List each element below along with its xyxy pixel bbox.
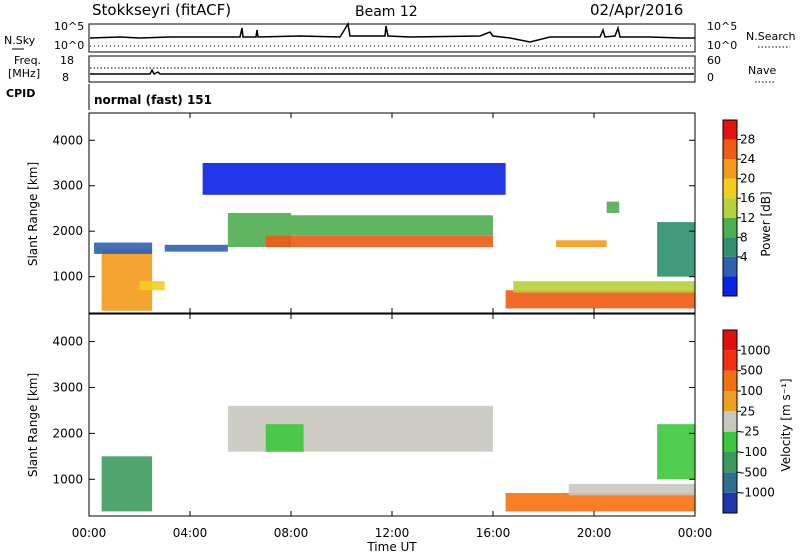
power-colorbar-segment xyxy=(723,139,737,160)
power-colorbar-tick-label: 4 xyxy=(740,250,748,264)
velocity-colorbar-label: Velocity [m s⁻¹] xyxy=(779,378,793,471)
velocity-ylabel: Slant Range [km] xyxy=(26,373,40,477)
power-colorbar-label: Power [dB] xyxy=(759,191,773,256)
freq-trace xyxy=(90,68,694,76)
x-tick-label: 16:00 xyxy=(476,526,511,540)
cpid-label: CPID xyxy=(6,87,35,100)
power-y-tick-label: 3000 xyxy=(52,179,83,193)
power-feature-11 xyxy=(657,222,695,277)
power-colorbar-segment xyxy=(723,217,737,238)
velocity-feature-5 xyxy=(657,424,695,480)
power-ylabel: Slant Range [km] xyxy=(26,162,40,266)
velocity-colorbar-segment xyxy=(723,431,737,452)
power-colorbar-frame xyxy=(722,119,738,297)
velocity-colorbar-tick-label: -25 xyxy=(740,425,760,439)
power-y-tick-label: 1000 xyxy=(52,270,83,284)
power-colorbar-tick-label: 28 xyxy=(740,133,755,147)
x-tick-label: 08:00 xyxy=(274,526,309,540)
power-feature-1 xyxy=(139,281,165,291)
freq-label-2: [MHz] xyxy=(8,67,40,80)
x-tick-label: 00:00 xyxy=(678,526,713,540)
nave-tick-top: 60 xyxy=(707,54,721,67)
power-colorbar-tick-label: 16 xyxy=(740,191,755,205)
velocity-colorbar-tick-label: 100 xyxy=(740,384,763,398)
velocity-colorbar-tick-label: -100 xyxy=(740,445,767,459)
power-colorbar-segment xyxy=(723,276,737,296)
freq-label-1: Freq. xyxy=(14,54,41,67)
velocity-colorbar-segment xyxy=(723,391,737,412)
nsearch-tick-top: 10^5 xyxy=(707,20,737,33)
velocity-colorbar-tick-label: 500 xyxy=(740,364,763,378)
velocity-colorbar-tick-label: -500 xyxy=(740,465,767,479)
power-heatmap: 1000 2000 3000 4000 4 8 12 16 20 24 28 xyxy=(52,112,755,314)
power-colorbar-segment xyxy=(723,159,737,179)
velocity-colorbar-segment xyxy=(723,330,737,351)
power-feature-6 xyxy=(291,215,493,236)
nave-label: Nave xyxy=(748,64,776,77)
date-label: 02/Apr/2016 xyxy=(590,1,683,19)
velocity-feature-0 xyxy=(101,456,153,512)
beam-label: Beam 12 xyxy=(355,4,418,20)
velocity-colorbar-tick-label: 25 xyxy=(740,404,755,418)
velocity-colorbar-tick-label: -1000 xyxy=(740,486,775,500)
velocity-y-tick-label: 1000 xyxy=(52,472,83,486)
station-title: Stokkseyri (fitACF) xyxy=(92,1,231,19)
nsky-panel xyxy=(88,23,696,53)
velocity-heatmap: 00:00 04:00 08:00 12:00 16:00 20:00 00:00 1000 2… xyxy=(52,313,775,540)
power-feature-2 xyxy=(94,242,153,254)
velocity-colorbar-segment xyxy=(723,472,737,493)
velocity-colorbar-tick-label: 1000 xyxy=(740,343,771,357)
freq-panel xyxy=(88,55,696,83)
velocity-colorbar-segment xyxy=(723,492,737,513)
velocity-y-tick-label: 2000 xyxy=(52,426,83,440)
power-feature-12 xyxy=(202,163,506,195)
nsky-tick-bottom: 10^0 xyxy=(54,39,84,52)
power-feature-3 xyxy=(164,244,228,252)
nsky-tick-top: 10^5 xyxy=(54,20,84,33)
power-y-tick-label: 4000 xyxy=(52,133,83,147)
velocity-colorbar-segment xyxy=(723,411,737,432)
velocity-colorbar-segment xyxy=(723,452,737,473)
x-tick-label: 20:00 xyxy=(577,526,612,540)
velocity-y-tick-label: 4000 xyxy=(52,335,83,349)
power-y-tick-label: 2000 xyxy=(52,224,83,238)
velocity-feature-4 xyxy=(568,483,695,496)
nsky-trace xyxy=(89,21,695,43)
power-feature-5 xyxy=(265,235,493,248)
power-colorbar-segment xyxy=(723,178,737,199)
power-colorbar-tick-label: 12 xyxy=(740,211,755,225)
velocity-feature-3 xyxy=(505,493,695,512)
power-colorbar-segment xyxy=(723,237,737,257)
cpid-mode-text: normal (fast) 151 xyxy=(94,93,212,107)
nsearch-tick-bottom: 10^0 xyxy=(707,39,737,52)
power-feature-9 xyxy=(556,240,607,248)
x-tick-label: 12:00 xyxy=(375,526,410,540)
velocity-colorbar-frame xyxy=(722,329,738,514)
power-colorbar-segment xyxy=(723,198,737,218)
freq-tick-bottom: 8 xyxy=(62,71,69,84)
power-feature-0 xyxy=(101,249,153,311)
nave-tick-bottom: 0 xyxy=(707,71,714,84)
x-tick-label: 00:00 xyxy=(72,526,107,540)
velocity-colorbar-segment xyxy=(723,350,737,371)
power-colorbar-segment xyxy=(723,256,737,277)
power-colorbar-tick-label: 20 xyxy=(740,172,755,186)
power-colorbar-tick-label: 24 xyxy=(740,152,755,166)
nsky-label: N.Sky xyxy=(4,34,36,47)
velocity-colorbar-segment xyxy=(723,370,737,391)
power-colorbar-tick-label: 8 xyxy=(740,230,748,244)
freq-tick-top: 18 xyxy=(60,54,74,67)
power-colorbar-segment xyxy=(723,120,737,140)
power-plot-background xyxy=(89,113,695,313)
power-feature-10 xyxy=(606,201,620,213)
nsearch-label: N.Search xyxy=(746,30,796,43)
x-axis-label: Time UT xyxy=(366,540,417,554)
velocity-feature-2 xyxy=(265,424,304,452)
power-feature-7 xyxy=(505,290,695,309)
power-feature-8 xyxy=(513,281,695,293)
velocity-y-tick-label: 3000 xyxy=(52,380,83,394)
x-tick-label: 04:00 xyxy=(173,526,208,540)
